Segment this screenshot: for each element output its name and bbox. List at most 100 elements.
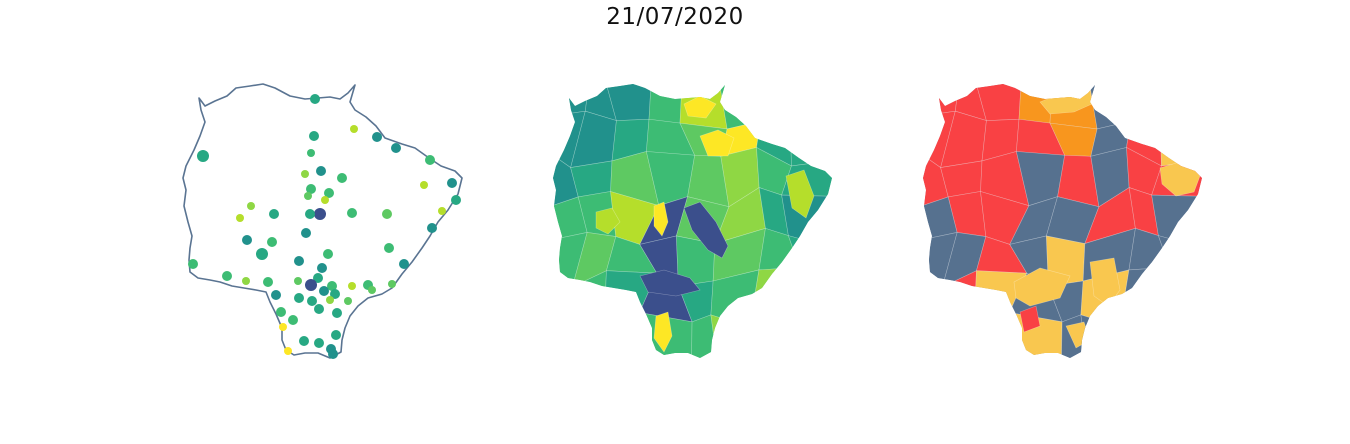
region-cell [648,84,683,124]
city-point [242,235,252,245]
city-point [267,237,277,247]
city-point [319,286,329,296]
city-point [294,256,304,266]
city-point [276,307,286,317]
region-cell [923,286,958,325]
city-point [309,131,319,141]
city-point [294,277,302,285]
region-cell [553,84,590,117]
city-point [263,277,273,287]
city-point [313,273,323,283]
city-point [344,297,352,305]
city-point [271,290,281,300]
city-point [284,347,292,355]
city-point [384,243,394,253]
city-point [236,214,244,222]
city-point [347,208,357,218]
city-point [337,173,347,183]
city-point [188,259,198,269]
city-point [299,336,309,346]
region-cell [595,207,621,235]
region-cell [940,309,995,358]
region-cell [749,323,783,358]
region-cell [553,286,588,325]
region-cell [653,201,669,237]
region-cell [699,129,735,157]
city-point [420,181,428,189]
city-point [328,349,338,359]
city-point [301,228,311,238]
region-cell [923,84,960,117]
region-cell [923,309,958,358]
city-point [314,338,324,348]
city-point [305,279,317,291]
map-date-title: 21/07/2020 [606,4,744,30]
city-point [382,209,392,219]
region-cell [1019,305,1041,333]
region-cell [653,311,673,353]
region-cell [1119,323,1153,358]
risk-choropleth-panel [923,84,1202,358]
region-cell [553,309,588,358]
city-point [324,188,334,198]
city-point [197,150,209,162]
city-point [304,192,312,200]
city-point [242,277,250,285]
region-cell [757,84,791,122]
city-point [307,296,317,306]
region-cell [1157,235,1202,280]
city-point [222,271,232,281]
city-point [317,263,327,273]
region-cell [789,112,832,167]
city-point [314,304,324,314]
city-point [388,280,396,288]
city-point [314,208,326,220]
city-point [294,293,304,303]
region-cell [782,84,832,115]
city-point [279,323,287,331]
city-point [326,296,334,304]
region-cell [1149,309,1202,358]
city-point [269,209,279,219]
city-point [447,178,457,188]
region-cell [683,201,729,259]
city-point [399,259,409,269]
region-cell [570,309,625,358]
viridis-choropleth-panel [553,84,832,358]
city-point [391,143,401,153]
region-cell [1013,267,1071,307]
region-cell [787,235,832,280]
city-point [368,286,376,294]
region-cell [1152,84,1202,115]
city-point [331,330,341,340]
city-point [247,202,255,210]
city-point [256,248,268,260]
city-point [451,195,461,205]
city-point [350,125,358,133]
city-point [425,155,435,165]
city-point [310,94,320,104]
region-cell [570,160,613,198]
points-map-panel [182,83,463,359]
region-cell [940,160,983,198]
city-point [323,249,333,259]
region-cell [691,314,718,358]
city-point [306,184,316,194]
city-point [332,308,342,318]
region-cell [710,314,761,358]
region-cell [683,95,717,119]
city-point [438,207,446,215]
city-point [427,223,437,233]
state-outline [182,83,463,359]
region-cell [1159,112,1202,167]
region-cell [1127,84,1161,122]
city-point [348,282,356,290]
region-cell [1151,266,1202,324]
region-cell [974,309,1022,358]
city-point [316,166,326,176]
city-point [301,170,309,178]
city-point [305,209,315,219]
city-point [327,281,337,291]
region-cell [604,309,652,358]
